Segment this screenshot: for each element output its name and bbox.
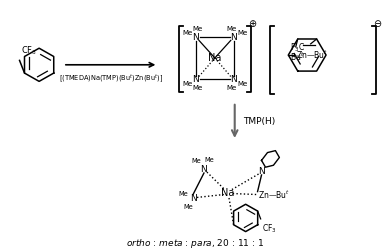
Text: Me: Me [193,85,203,91]
Text: Me: Me [178,191,188,197]
Text: Me: Me [238,29,248,36]
Text: Me: Me [193,26,203,32]
Text: N: N [193,33,199,42]
Text: Me: Me [238,81,248,87]
Text: TMP(H): TMP(H) [243,117,275,126]
Text: Me: Me [183,204,193,210]
Text: N: N [230,33,237,42]
Text: N: N [200,165,207,174]
Text: [(TMEDA)Na(TMP)(Bu$^t$)Zn(Bu$^t$)]: [(TMEDA)Na(TMP)(Bu$^t$)Zn(Bu$^t$)] [58,73,163,85]
Text: Me: Me [227,26,237,32]
Text: N: N [193,75,199,84]
Text: Bu$^t$: Bu$^t$ [289,51,304,63]
Text: Me: Me [182,81,192,87]
Text: Na: Na [221,187,234,198]
Text: CF$_3$: CF$_3$ [21,45,37,57]
Text: CF$_3$: CF$_3$ [262,223,277,235]
Text: N: N [230,75,237,84]
Text: $\it{ortho}$ : $\it{meta}$ : $\it{para}$, 20 : 11 : 1: $\it{ortho}$ : $\it{meta}$ : $\it{para}$… [126,237,264,250]
Text: Zn—Bu$^t$: Zn—Bu$^t$ [296,49,328,61]
Text: $\oplus$: $\oplus$ [248,18,257,29]
Text: Na: Na [208,53,222,63]
Text: Me: Me [191,158,201,164]
Text: $\ominus$: $\ominus$ [373,18,382,29]
Text: Me: Me [204,158,214,163]
Text: Zn—Bu$^t$: Zn—Bu$^t$ [257,188,290,201]
Text: F$_3$C: F$_3$C [290,42,305,54]
Text: N: N [258,167,265,176]
Text: N: N [190,194,197,203]
Text: Me: Me [182,29,192,36]
Text: Me: Me [227,85,237,91]
